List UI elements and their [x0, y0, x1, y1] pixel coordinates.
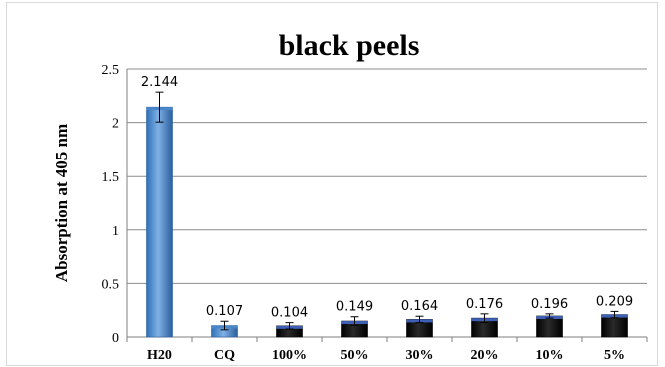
data-labels: 2.144 0.107 0.104 0.149 0.164 0.176 0.196 0.209	[141, 75, 633, 320]
y-tick-label: 2.5	[102, 63, 120, 78]
y-tick-label: 0	[112, 331, 119, 346]
data-label: 2.144	[141, 75, 178, 90]
bar	[146, 106, 173, 338]
data-label: 0.149	[336, 300, 373, 315]
bar-chart: black peels Absorption at 405 nm 0 0.5 1 1.…	[52, 29, 648, 363]
data-label: 0.107	[206, 304, 243, 319]
data-label: 0.196	[531, 297, 568, 312]
data-label: 0.164	[401, 299, 438, 314]
x-tick-labels: H20 CQ 100% 50% 30% 20% 10% 5%	[147, 348, 625, 363]
chart-frame: black peels Absorption at 405 nm 0 0.5 1 1.…	[6, 2, 658, 366]
data-label: 0.104	[271, 306, 308, 321]
data-label: 0.209	[596, 294, 633, 309]
y-tick-label: 1	[112, 224, 119, 239]
x-tick-label: H20	[147, 348, 172, 363]
x-tick-label: 30%	[406, 348, 434, 363]
x-tick-label: 5%	[604, 348, 625, 363]
data-label: 0.176	[466, 297, 503, 312]
y-axis-title: Absorption at 405 nm	[52, 124, 71, 282]
y-tick-label: 2	[112, 117, 119, 132]
error-bars	[155, 91, 619, 331]
x-tick-label: 10%	[536, 348, 564, 363]
chart-title: black peels	[279, 29, 420, 62]
x-tick-label: CQ	[214, 348, 235, 363]
gridlines	[126, 68, 648, 342]
bar	[536, 315, 563, 338]
x-tick-label: 20%	[471, 348, 499, 363]
y-tick-label: 1.5	[102, 170, 120, 185]
y-tick-label: 0.5	[102, 277, 120, 292]
y-tick-labels: 0 0.5 1 1.5 2 2.5	[102, 63, 120, 346]
x-tick-label: 50%	[341, 348, 369, 363]
x-tick-label: 100%	[272, 348, 307, 363]
